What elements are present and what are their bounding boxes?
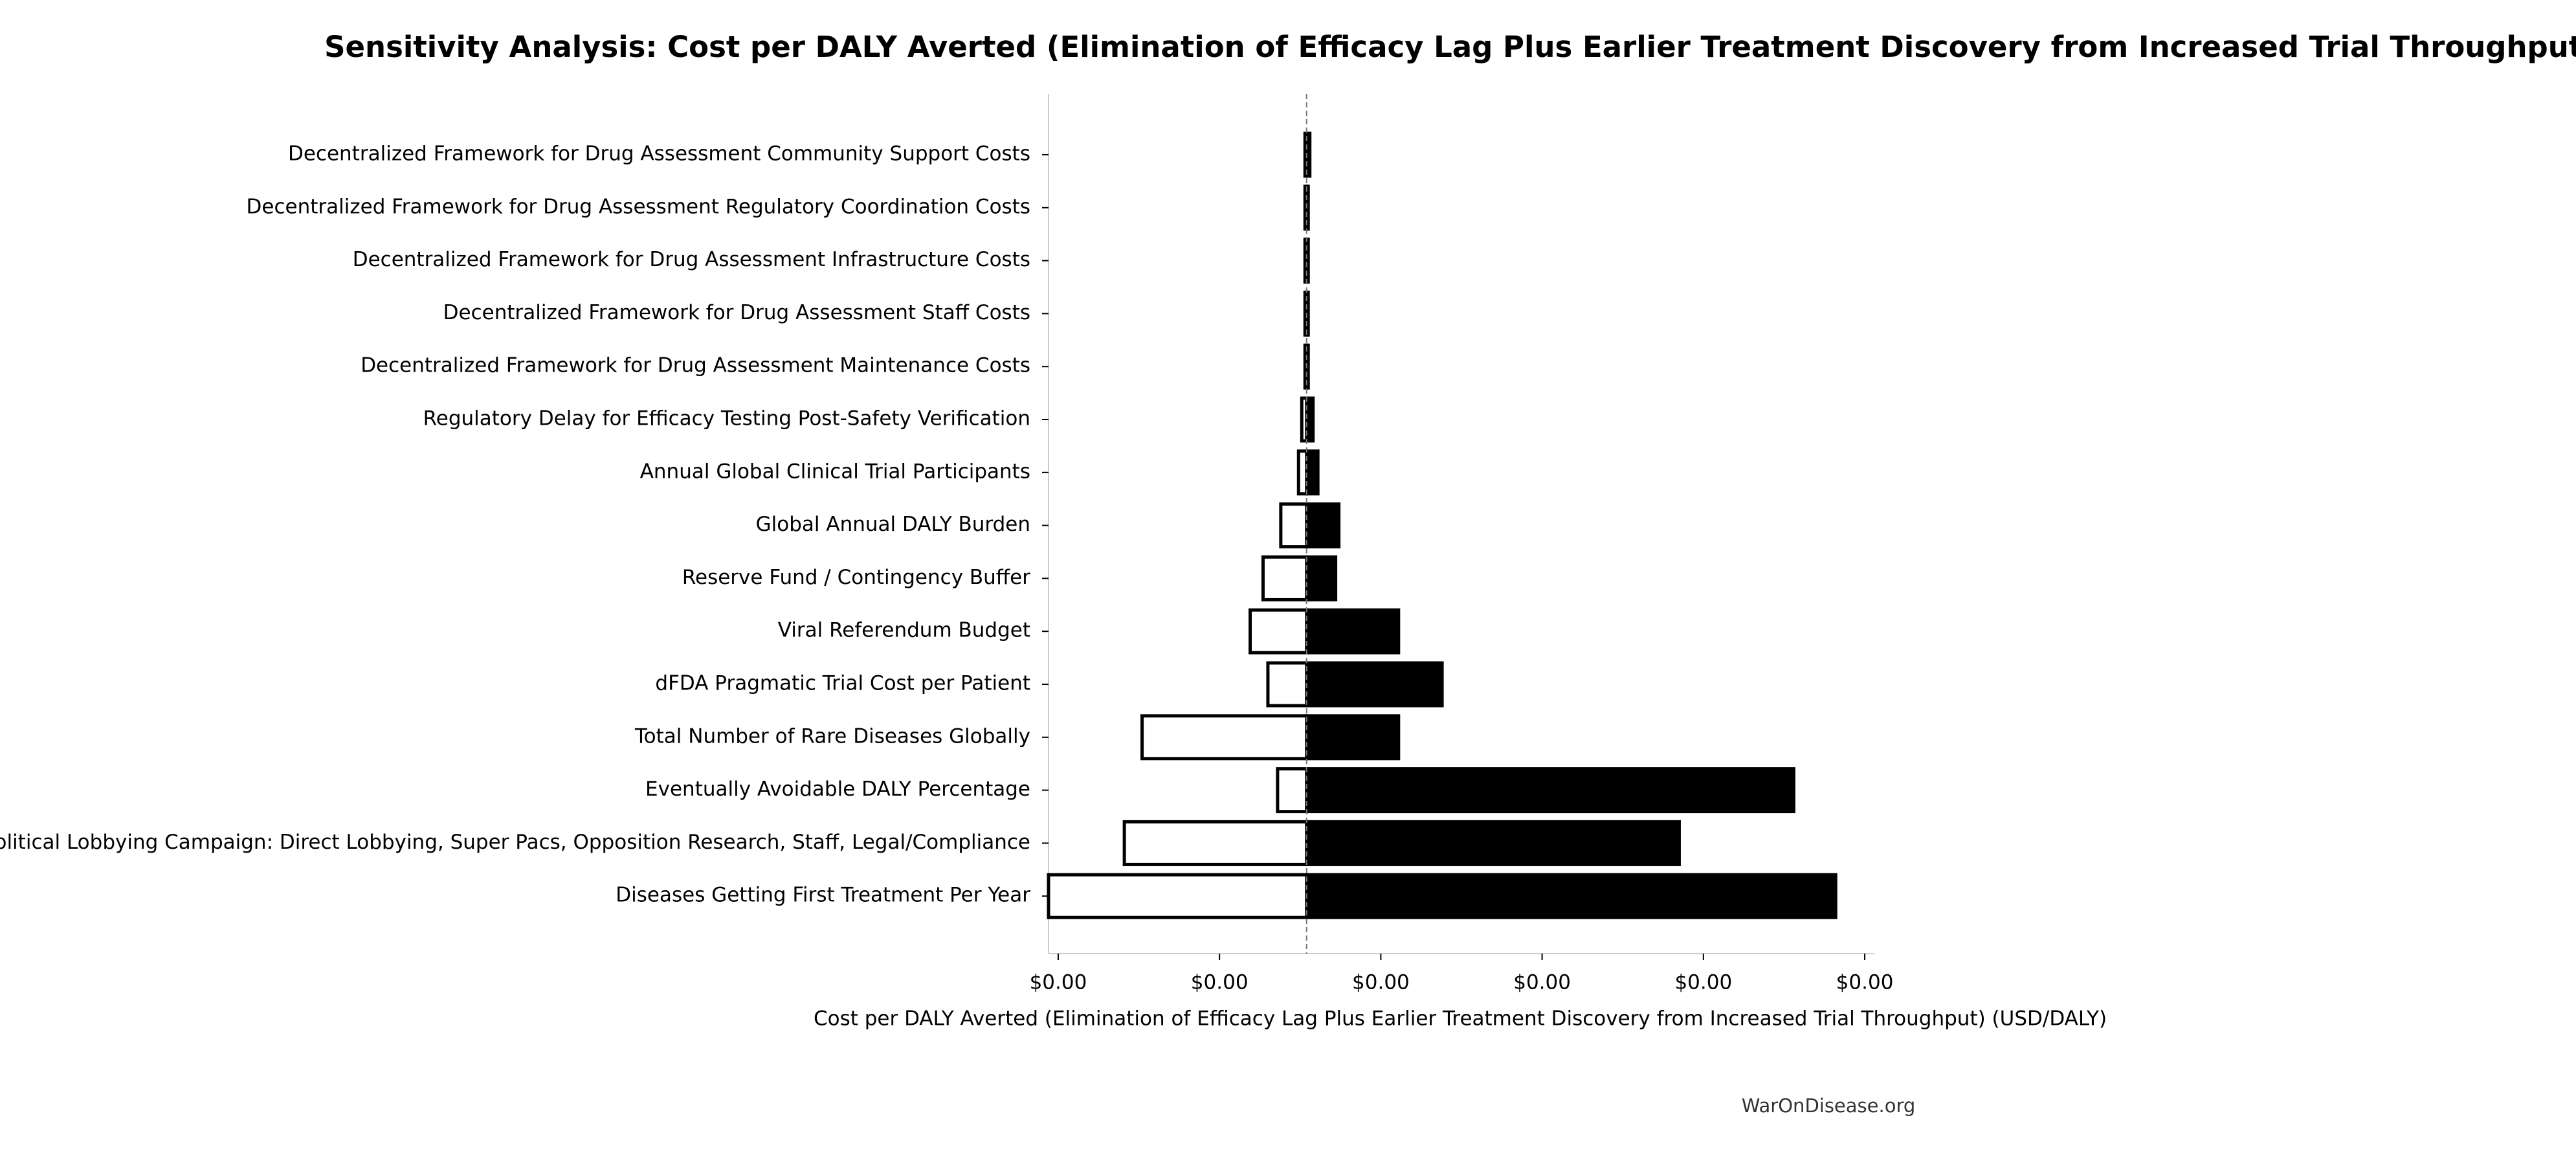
y-tick-label: Decentralized Framework for Drug Assessm…	[353, 248, 1030, 271]
high-bar	[1305, 502, 1341, 549]
low-bar	[1303, 238, 1309, 284]
high-bar	[1305, 555, 1338, 601]
y-tick-label: Total Number of Rare Diseases Globally	[634, 724, 1030, 748]
low-bar	[1047, 873, 1309, 919]
y-tick-label: Reserve Fund / Contingency Buffer	[682, 566, 1030, 589]
y-tick-label: dFDA Pragmatic Trial Cost per Patient	[655, 672, 1030, 695]
high-bar	[1305, 661, 1444, 708]
low-bar	[1266, 661, 1309, 708]
x-tick-label: $0.00	[1352, 971, 1410, 994]
y-tick-label: Decentralized Framework for Drug Assessm…	[443, 301, 1030, 324]
y-tick-label: Viral Referendum Budget	[778, 619, 1030, 642]
x-tick-label: $0.00	[1191, 971, 1249, 994]
low-bar	[1140, 714, 1309, 761]
y-tick-label: Regulatory Delay for Efficacy Testing Po…	[423, 407, 1030, 431]
source: WarOnDisease.org	[1742, 1095, 1916, 1117]
low-bar	[1122, 820, 1309, 866]
low-bar	[1261, 555, 1309, 601]
x-axis-label: Cost per DALY Averted (Elimination of Ef…	[814, 1007, 2107, 1031]
low-bar	[1249, 608, 1309, 655]
y-tick-label: Annual Global Clinical Trial Participant…	[640, 460, 1030, 483]
y-tick-label: Decentralized Framework for Drug Assessm…	[361, 354, 1030, 377]
x-tick-label: $0.00	[1030, 971, 1087, 994]
y-tick-label: Decentralized Framework for Drug Assessm…	[288, 142, 1030, 166]
high-bar	[1305, 820, 1681, 866]
low-bar	[1300, 396, 1309, 443]
low-bar	[1279, 502, 1309, 549]
high-bar	[1305, 767, 1795, 814]
y-tick-label: Diseases Getting First Treatment Per Yea…	[616, 884, 1030, 907]
x-tick-label: $0.00	[1836, 971, 1894, 994]
high-bar	[1305, 449, 1320, 496]
y-tick-label: Decentralized Framework for Drug Assessm…	[247, 195, 1030, 218]
y-tick-label: Eventually Avoidable DALY Percentage	[645, 778, 1030, 801]
low-bar	[1296, 449, 1309, 496]
y-tick-label: Global Annual DALY Burden	[756, 513, 1030, 536]
high-bar	[1305, 608, 1401, 655]
x-tick-label: $0.00	[1674, 971, 1732, 994]
high-bar	[1305, 873, 1838, 919]
y-tick-label: Political Lobbying Campaign: Direct Lobb…	[0, 831, 1030, 854]
high-bar	[1305, 714, 1401, 761]
chart-title: Sensitivity Analysis: Cost per DALY Aver…	[324, 30, 2576, 64]
x-tick-label: $0.00	[1513, 971, 1571, 994]
low-bar	[1276, 767, 1309, 814]
